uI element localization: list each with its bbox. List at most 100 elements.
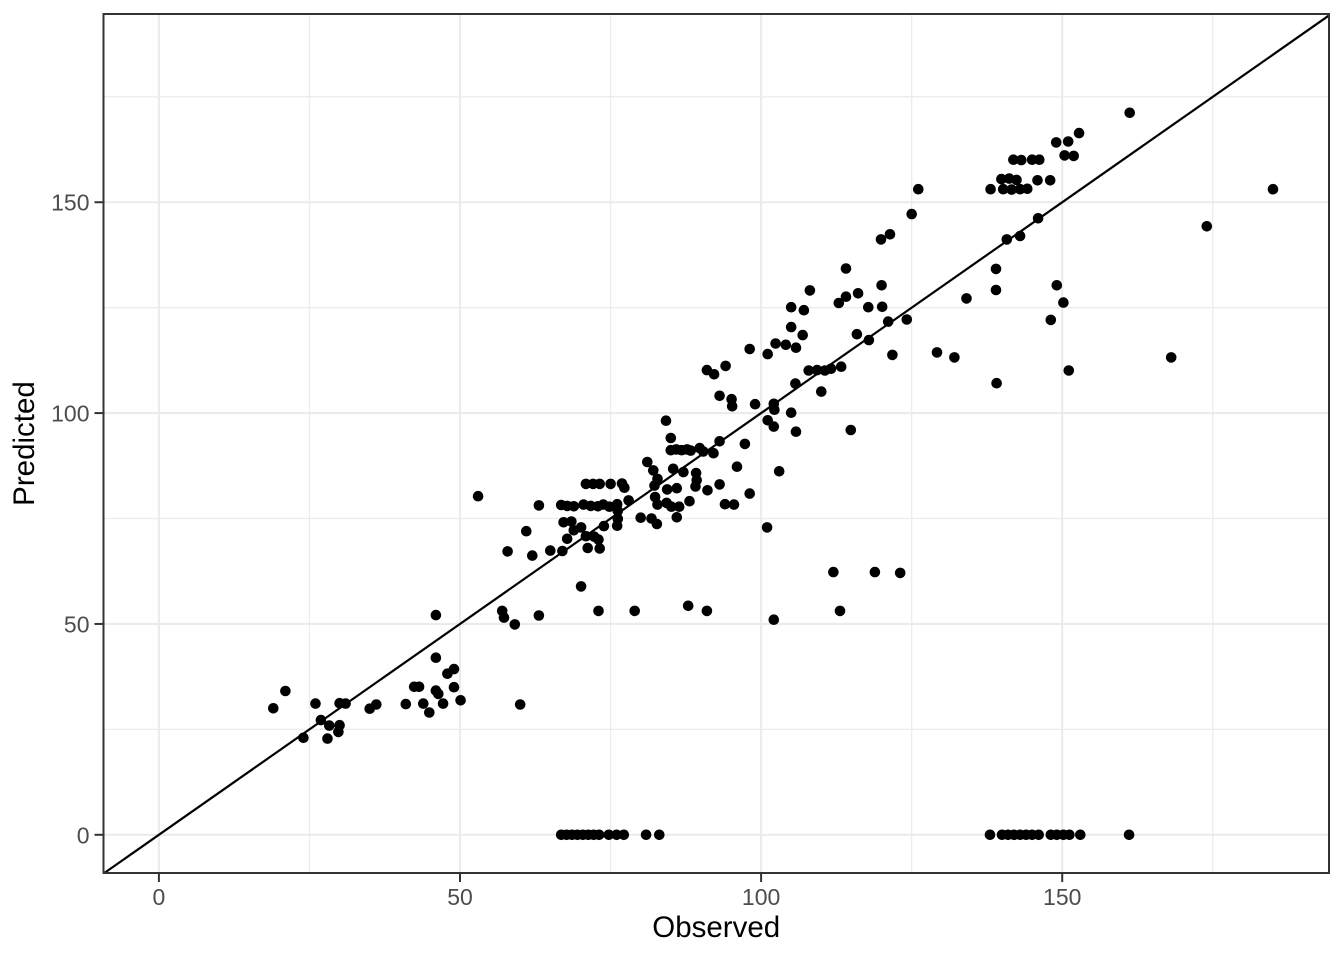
scatter-point bbox=[714, 479, 725, 490]
scatter-point bbox=[1033, 829, 1044, 841]
scatter-point bbox=[726, 401, 738, 412]
scatter-point bbox=[811, 364, 823, 376]
scatter-point bbox=[887, 349, 898, 361]
scatter-point bbox=[448, 663, 460, 675]
scatter-point bbox=[1201, 221, 1213, 232]
scatter-point bbox=[720, 360, 731, 372]
scatter-point bbox=[790, 378, 801, 389]
scatter-point bbox=[931, 347, 943, 358]
scatter-point bbox=[545, 545, 556, 556]
scatter-point bbox=[594, 478, 605, 490]
scatter-point bbox=[876, 301, 888, 313]
scatter-point bbox=[611, 520, 623, 531]
scatter-point bbox=[605, 478, 616, 490]
scatter-point bbox=[593, 534, 604, 545]
scatter-point bbox=[997, 183, 1009, 195]
scatter-point bbox=[418, 698, 429, 709]
x-axis-tick-label: 150 bbox=[1043, 884, 1081, 910]
x-axis-tick-label: 50 bbox=[447, 884, 473, 910]
scatter-point bbox=[594, 543, 605, 554]
scatter-point bbox=[437, 698, 449, 709]
scatter-point bbox=[797, 329, 808, 341]
scatter-point bbox=[1063, 365, 1075, 376]
scatter-point bbox=[901, 314, 913, 325]
scatter-point bbox=[1016, 154, 1027, 166]
scatter-point bbox=[882, 316, 894, 327]
scatter-point bbox=[1011, 174, 1022, 186]
scatter-point bbox=[629, 605, 640, 617]
scatter-point bbox=[1045, 314, 1057, 326]
scatter-point bbox=[582, 542, 593, 554]
scatter-point bbox=[768, 421, 780, 432]
x-axis-tick-label: 0 bbox=[153, 884, 166, 910]
scatter-point bbox=[698, 446, 709, 457]
scatter-point bbox=[828, 566, 839, 578]
scatter-point bbox=[949, 352, 960, 363]
scatter-point bbox=[1006, 184, 1017, 195]
scatter-point bbox=[598, 520, 610, 532]
scatter-point bbox=[684, 495, 695, 507]
scatter-point bbox=[790, 426, 802, 438]
scatter-point bbox=[1051, 280, 1063, 291]
scatter-point bbox=[593, 605, 604, 617]
scatter-point bbox=[1022, 183, 1033, 195]
scatter-point bbox=[340, 698, 351, 709]
scatter-point bbox=[678, 466, 689, 478]
scatter-point bbox=[1058, 297, 1069, 308]
scatter-point bbox=[749, 398, 761, 410]
scatter-point bbox=[433, 688, 444, 700]
scatter-point bbox=[744, 488, 755, 499]
scatter-point bbox=[876, 280, 887, 291]
scatter-point bbox=[990, 284, 1002, 296]
scatter-point bbox=[961, 293, 972, 304]
scatter-point bbox=[661, 484, 673, 495]
scatter-point bbox=[1014, 230, 1026, 242]
scatter-point bbox=[533, 500, 545, 511]
scatter-point bbox=[990, 263, 1002, 275]
scatter-point bbox=[834, 605, 846, 617]
scatter-point bbox=[770, 338, 781, 349]
y-axis-title: Predicted bbox=[8, 381, 41, 506]
scatter-point bbox=[502, 546, 513, 557]
scatter-point bbox=[448, 681, 460, 693]
scatter-point bbox=[1001, 234, 1013, 245]
scatter-point bbox=[472, 490, 484, 502]
scatter-point bbox=[1062, 136, 1074, 147]
scatter-point bbox=[1075, 829, 1086, 841]
scatter-point bbox=[635, 512, 646, 523]
scatter-point bbox=[996, 173, 1007, 185]
scatter-point bbox=[666, 501, 677, 512]
scatter-point bbox=[557, 545, 568, 557]
scatter-point bbox=[649, 480, 660, 491]
scatter-point bbox=[991, 377, 1002, 389]
scatter-point bbox=[816, 386, 827, 397]
scatter-point bbox=[430, 652, 442, 663]
scatter-point bbox=[509, 619, 521, 630]
scatter-point bbox=[673, 501, 685, 512]
scatter-point bbox=[773, 466, 785, 477]
y-axis-tick-label: 50 bbox=[64, 611, 90, 637]
scatter-point bbox=[400, 698, 412, 710]
scatter-point bbox=[424, 707, 435, 718]
scatter-point bbox=[863, 301, 874, 313]
scatter-point bbox=[1032, 213, 1044, 224]
y-axis-tick-label: 0 bbox=[77, 822, 90, 848]
scatter-point bbox=[840, 291, 852, 303]
scatter-point bbox=[612, 505, 624, 517]
scatter-point bbox=[728, 499, 740, 510]
scatter-point bbox=[845, 424, 857, 436]
scatter-point bbox=[561, 533, 573, 545]
scatter-point bbox=[852, 288, 864, 299]
y-axis-tick-label: 150 bbox=[51, 190, 89, 216]
scatter-point bbox=[906, 208, 917, 220]
scatter-point bbox=[642, 456, 653, 468]
scatter-point bbox=[714, 390, 725, 402]
scatter-point bbox=[280, 685, 291, 697]
scatter-point bbox=[498, 612, 510, 623]
scatter-point bbox=[884, 229, 896, 240]
scatter-point bbox=[714, 436, 725, 447]
scatter-point bbox=[984, 829, 996, 841]
scatter-point bbox=[566, 516, 577, 527]
scatter-point bbox=[835, 361, 847, 373]
